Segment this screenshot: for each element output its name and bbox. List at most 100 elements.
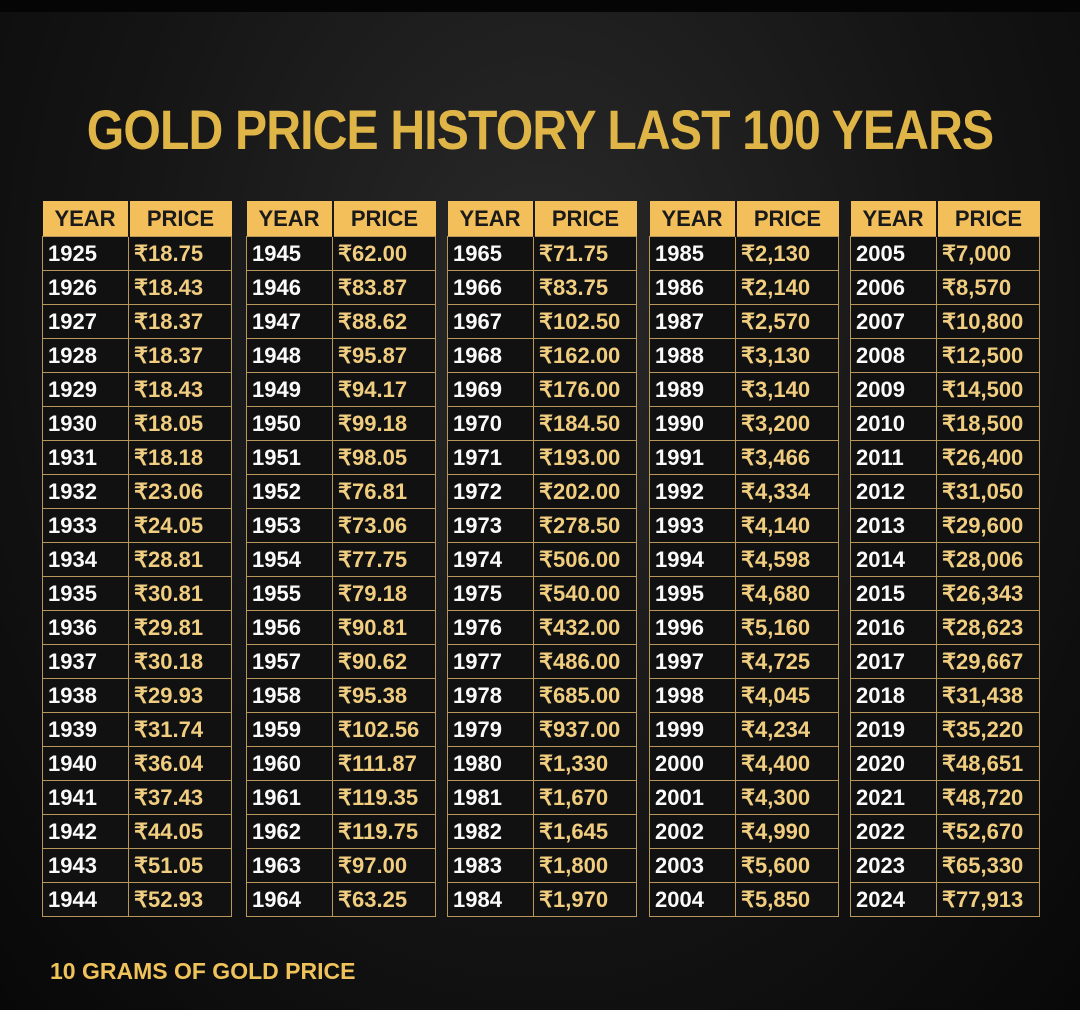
table-row: 1978 ₹685.00 xyxy=(447,678,637,713)
header-row: YEAR PRICE xyxy=(850,201,1040,237)
price-cell: ₹162.00 xyxy=(533,338,637,373)
price-cell: ₹111.87 xyxy=(332,746,436,781)
price-table: YEAR PRICE 2005 ₹7,000 2006 ₹8,570 2007 ₹10,800… xyxy=(850,201,1040,917)
table-row: 1928 ₹18.37 xyxy=(42,338,232,373)
year-cell: 2011 xyxy=(850,440,937,475)
year-cell: 1936 xyxy=(42,610,129,645)
price-cell: ₹48,651 xyxy=(936,746,1040,781)
table-row: 1941 ₹37.43 xyxy=(42,780,232,815)
year-cell: 1998 xyxy=(649,678,736,713)
price-cell: ₹5,600 xyxy=(735,848,839,883)
table-row: 1946 ₹83.87 xyxy=(246,270,436,305)
table-row: 1992 ₹4,334 xyxy=(649,474,839,509)
price-cell: ₹31.74 xyxy=(128,712,232,747)
table-row: 1933 ₹24.05 xyxy=(42,508,232,543)
header-price: PRICE xyxy=(128,201,232,237)
price-cell: ₹31,050 xyxy=(936,474,1040,509)
price-cell: ₹486.00 xyxy=(533,644,637,679)
table-row: 1998 ₹4,045 xyxy=(649,678,839,713)
price-cell: ₹4,725 xyxy=(735,644,839,679)
price-cell: ₹88.62 xyxy=(332,304,436,339)
price-cell: ₹71.75 xyxy=(533,236,637,271)
header-row: YEAR PRICE xyxy=(447,201,637,237)
year-cell: 1954 xyxy=(246,542,333,577)
price-cell: ₹23.06 xyxy=(128,474,232,509)
table-row: 1975 ₹540.00 xyxy=(447,576,637,611)
year-cell: 1926 xyxy=(42,270,129,305)
price-cell: ₹95.87 xyxy=(332,338,436,373)
price-cell: ₹29,600 xyxy=(936,508,1040,543)
table-row: 1937 ₹30.18 xyxy=(42,644,232,679)
header-price: PRICE xyxy=(533,201,637,237)
price-cell: ₹4,334 xyxy=(735,474,839,509)
year-cell: 1928 xyxy=(42,338,129,373)
year-cell: 1931 xyxy=(42,440,129,475)
table-row: 1963 ₹97.00 xyxy=(246,848,436,883)
table-row: 1973 ₹278.50 xyxy=(447,508,637,543)
price-cell: ₹31,438 xyxy=(936,678,1040,713)
year-cell: 1967 xyxy=(447,304,534,339)
year-cell: 1966 xyxy=(447,270,534,305)
year-cell: 1997 xyxy=(649,644,736,679)
price-cell: ₹506.00 xyxy=(533,542,637,577)
year-cell: 1982 xyxy=(447,814,534,849)
price-cell: ₹26,343 xyxy=(936,576,1040,611)
price-cell: ₹1,800 xyxy=(533,848,637,883)
price-cell: ₹97.00 xyxy=(332,848,436,883)
price-cell: ₹18.37 xyxy=(128,304,232,339)
year-cell: 2021 xyxy=(850,780,937,815)
price-cell: ₹52.93 xyxy=(128,882,232,917)
table-row: 1927 ₹18.37 xyxy=(42,304,232,339)
year-cell: 2023 xyxy=(850,848,937,883)
year-cell: 1965 xyxy=(447,236,534,271)
year-cell: 1942 xyxy=(42,814,129,849)
year-cell: 1971 xyxy=(447,440,534,475)
table-row: 2016 ₹28,623 xyxy=(850,610,1040,645)
price-cell: ₹18.05 xyxy=(128,406,232,441)
table-row: 1993 ₹4,140 xyxy=(649,508,839,543)
price-cell: ₹65,330 xyxy=(936,848,1040,883)
table-row: 1971 ₹193.00 xyxy=(447,440,637,475)
price-cell: ₹35,220 xyxy=(936,712,1040,747)
price-cell: ₹8,570 xyxy=(936,270,1040,305)
table-row: 2008 ₹12,500 xyxy=(850,338,1040,373)
table-row: 1952 ₹76.81 xyxy=(246,474,436,509)
table-row: 1984 ₹1,970 xyxy=(447,882,637,917)
year-cell: 1938 xyxy=(42,678,129,713)
table-row: 2022 ₹52,670 xyxy=(850,814,1040,849)
table-row: 1964 ₹63.25 xyxy=(246,882,436,917)
year-cell: 1987 xyxy=(649,304,736,339)
table-row: 2014 ₹28,006 xyxy=(850,542,1040,577)
price-cell: ₹44.05 xyxy=(128,814,232,849)
table-row: 1981 ₹1,670 xyxy=(447,780,637,815)
table-row: 1958 ₹95.38 xyxy=(246,678,436,713)
table-row: 2015 ₹26,343 xyxy=(850,576,1040,611)
table-row: 1974 ₹506.00 xyxy=(447,542,637,577)
table-row: 1948 ₹95.87 xyxy=(246,338,436,373)
price-cell: ₹83.87 xyxy=(332,270,436,305)
table-row: 1977 ₹486.00 xyxy=(447,644,637,679)
year-cell: 1975 xyxy=(447,576,534,611)
price-cell: ₹98.05 xyxy=(332,440,436,475)
price-cell: ₹4,140 xyxy=(735,508,839,543)
table-row: 2012 ₹31,050 xyxy=(850,474,1040,509)
table-row: 1934 ₹28.81 xyxy=(42,542,232,577)
page-title: GOLD PRICE HISTORY LAST 100 YEARS xyxy=(86,98,994,161)
year-cell: 2001 xyxy=(649,780,736,815)
table-row: 1944 ₹52.93 xyxy=(42,882,232,917)
price-cell: ₹3,466 xyxy=(735,440,839,475)
header-year: YEAR xyxy=(850,201,938,237)
price-cell: ₹99.18 xyxy=(332,406,436,441)
price-table: YEAR PRICE 1945 ₹62.00 1946 ₹83.87 1947 ₹88.62 1… xyxy=(246,201,436,917)
header-year: YEAR xyxy=(447,201,535,237)
table-row: 2018 ₹31,438 xyxy=(850,678,1040,713)
year-cell: 2003 xyxy=(649,848,736,883)
table-row: 1983 ₹1,800 xyxy=(447,848,637,883)
year-cell: 1940 xyxy=(42,746,129,781)
price-cell: ₹90.81 xyxy=(332,610,436,645)
table-row: 2005 ₹7,000 xyxy=(850,236,1040,271)
price-cell: ₹90.62 xyxy=(332,644,436,679)
table-row: 1929 ₹18.43 xyxy=(42,372,232,407)
table-row: 1956 ₹90.81 xyxy=(246,610,436,645)
year-cell: 1981 xyxy=(447,780,534,815)
